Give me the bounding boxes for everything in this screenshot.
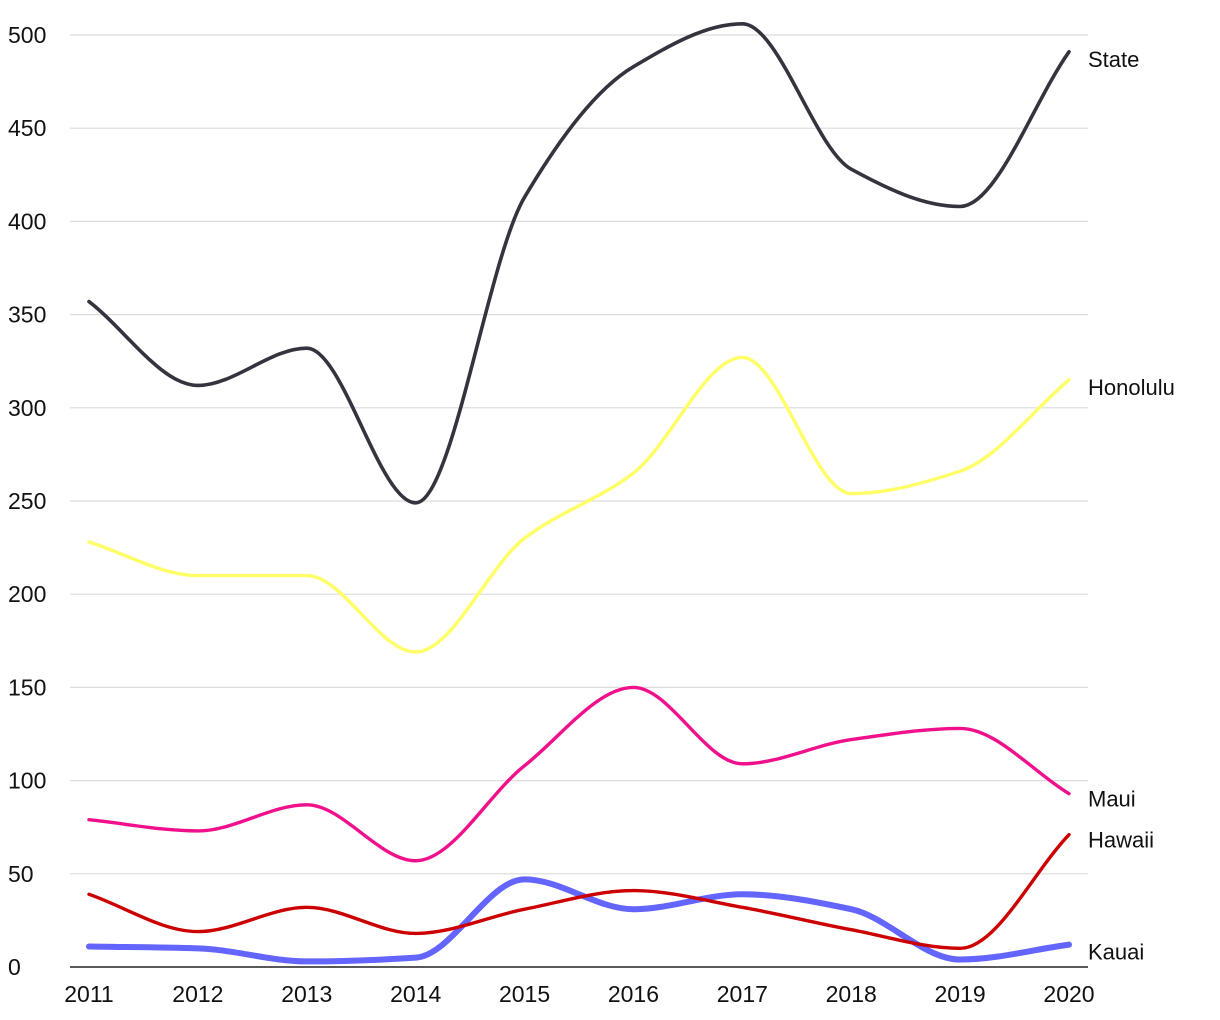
series-label-honolulu: Honolulu — [1088, 375, 1175, 400]
series-label-kauai: Kauai — [1088, 940, 1144, 965]
x-tick-label: 2014 — [390, 981, 441, 1007]
y-tick-label: 200 — [8, 581, 46, 607]
series-label-state: State — [1088, 47, 1139, 72]
y-tick-label: 400 — [8, 208, 46, 234]
series-lines — [86, 22, 1072, 965]
y-tick-label: 500 — [8, 22, 46, 48]
y-tick-label: 450 — [8, 115, 46, 141]
series-label-maui: Maui — [1088, 787, 1136, 812]
y-tick-label: 150 — [8, 674, 46, 700]
x-tick-label: 2019 — [935, 981, 986, 1007]
series-labels: State Honolulu Maui Hawaii Kauai — [1088, 47, 1175, 965]
y-tick-label: 0 — [8, 954, 21, 980]
x-tick-label: 2012 — [172, 981, 223, 1007]
series-label-hawaii: Hawaii — [1088, 828, 1154, 853]
y-tick-label: 50 — [8, 861, 34, 887]
series-line-kauai — [86, 876, 1072, 965]
y-tick-label: 300 — [8, 395, 46, 421]
x-tick-label: 2017 — [717, 981, 768, 1007]
y-axis-ticks: 0 50 100 150 200 250 300 350 400 450 500 — [8, 22, 46, 980]
series-line-maui — [87, 685, 1071, 863]
series-line-honolulu — [87, 355, 1071, 654]
y-tick-label: 250 — [8, 488, 46, 514]
y-tick-label: 100 — [8, 768, 46, 794]
x-tick-label: 2020 — [1043, 981, 1094, 1007]
x-tick-label: 2015 — [499, 981, 550, 1007]
series-line-state — [87, 22, 1071, 505]
y-tick-label: 350 — [8, 302, 46, 328]
x-tick-label: 2016 — [608, 981, 659, 1007]
x-tick-label: 2018 — [826, 981, 877, 1007]
gridlines — [70, 34, 1088, 875]
x-tick-label: 2011 — [64, 981, 113, 1007]
series-line-hawaii — [87, 832, 1071, 951]
x-tick-label: 2013 — [281, 981, 332, 1007]
x-axis-ticks: 2011 2012 2013 2014 2015 2016 2017 2018 2019 2020 — [64, 981, 1094, 1007]
